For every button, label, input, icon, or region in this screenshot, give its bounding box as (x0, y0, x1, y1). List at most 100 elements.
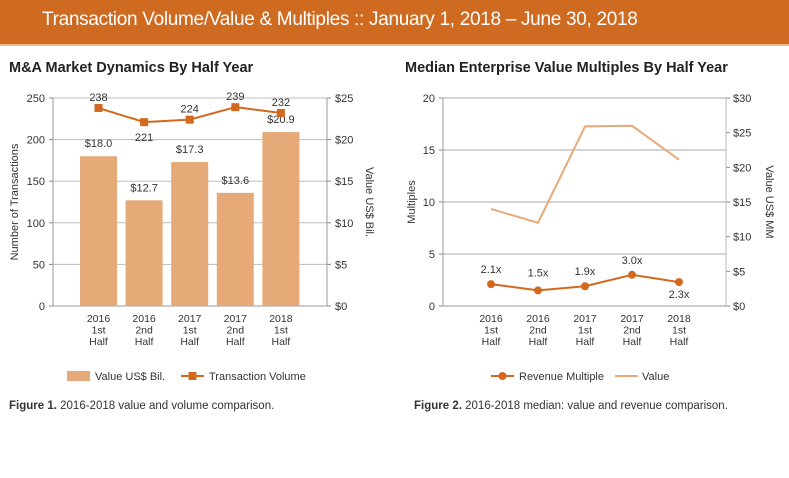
volume-data-label: 238 (89, 92, 107, 104)
y2-tick-label: $30 (733, 93, 751, 105)
bar-data-label: $13.6 (222, 175, 250, 187)
x-tick-label: 1st (183, 325, 197, 337)
y-tick-label: 0 (429, 301, 435, 313)
bar (262, 132, 300, 306)
x-tick-label: Half (89, 336, 108, 348)
x-tick-label: 2018 (667, 313, 691, 325)
x-tick-label: 2016 (87, 313, 111, 325)
y-tick-label: 10 (423, 197, 435, 209)
x-tick-label: 2nd (135, 325, 153, 337)
volume-data-label: 232 (272, 97, 290, 109)
y2-tick-label: $5 (733, 266, 745, 278)
chart1-svg: 0 50 100 150 200 250 $0 $5 $10 $15 $20 $25 $18.0 $12.… (9, 91, 375, 383)
volume-marker (231, 103, 240, 112)
y-axis-title: Multiples (406, 180, 418, 224)
revenue-multiple-data-label: 1.5x (528, 267, 549, 279)
y2-tick-label: $0 (733, 301, 745, 313)
revenue-multiple-data-label: 2.3x (669, 289, 690, 301)
header-banner: Transaction Volume/Value & Multiples :: … (0, 0, 789, 46)
y2-tick-label: $5 (335, 259, 347, 271)
x-tick-label: Half (226, 336, 245, 348)
x-tick-label: 2017 (178, 313, 202, 325)
legend-swatch-bar (67, 371, 90, 381)
x-tick-label: Half (529, 336, 548, 348)
chart2-svg: 0 5 10 15 20 $0 $5 $10 $15 $20 $25 $30 2.1x 1.5x 1.9x 3… (406, 93, 775, 383)
y2-tick-label: $20 (733, 162, 751, 174)
x-tick-label: 2nd (227, 325, 245, 337)
volume-data-label: 221 (135, 132, 153, 144)
legend-label-revenue-multiple: Revenue Multiple (519, 371, 604, 383)
volume-data-label: 239 (226, 91, 244, 103)
y-tick-label: 150 (27, 176, 45, 188)
y2-tick-label: $20 (335, 135, 353, 147)
x-tick-label: 2017 (224, 313, 248, 325)
legend-label-value: Value (642, 371, 669, 383)
y2-tick-label: $15 (335, 176, 353, 188)
bar-data-label: $17.3 (176, 144, 204, 156)
x-tick-label: Half (482, 336, 501, 348)
y-tick-label: 100 (27, 218, 45, 230)
volume-marker (94, 103, 103, 112)
figure1-caption-label: Figure 1. (9, 400, 57, 412)
revenue-multiple-marker (487, 280, 495, 289)
chart1-title: M&A Market Dynamics By Half Year (9, 60, 254, 76)
x-tick-label: 2017 (620, 313, 644, 325)
y-tick-label: 50 (33, 259, 45, 271)
revenue-multiple-marker (581, 282, 589, 291)
x-tick-label: 1st (91, 325, 105, 337)
figure2-caption-label: Figure 2. (414, 400, 462, 412)
revenue-multiple-marker (628, 270, 636, 279)
bar-data-label: $20.9 (267, 114, 295, 126)
revenue-multiple-data-label: 3.0x (622, 255, 643, 267)
legend-label-value: Value US$ Bil. (95, 371, 165, 383)
y2-tick-label: $25 (335, 93, 353, 105)
x-tick-label: Half (576, 336, 595, 348)
volume-data-label: 224 (181, 104, 199, 116)
x-tick-label: 2016 (132, 313, 156, 325)
x-tick-label: 2018 (269, 313, 293, 325)
bar (216, 192, 254, 306)
value-line (490, 124, 680, 224)
figure1-caption: Figure 1. 2016-2018 value and volume com… (9, 400, 274, 412)
legend-label-volume: Transaction Volume (209, 371, 306, 383)
revenue-multiple-marker (675, 278, 683, 287)
bar-data-label: $18.0 (85, 138, 113, 150)
x-tick-label: 1st (578, 325, 592, 337)
x-tick-label: Half (180, 336, 199, 348)
y-tick-label: 200 (27, 135, 45, 147)
bar (80, 156, 117, 306)
x-tick-label: 2016 (479, 313, 503, 325)
y2-tick-label: $10 (733, 232, 751, 244)
y2-tick-label: $0 (335, 301, 347, 313)
x-tick-label: Half (135, 336, 154, 348)
y2-tick-label: $10 (335, 218, 353, 230)
x-tick-label: Half (670, 336, 689, 348)
revenue-multiple-marker (534, 286, 542, 295)
volume-marker (140, 118, 149, 127)
x-tick-label: 1st (484, 325, 498, 337)
x-tick-label: 1st (274, 325, 288, 337)
x-tick-label: 2016 (526, 313, 550, 325)
volume-marker (185, 115, 194, 124)
x-tick-label: 2nd (529, 325, 547, 337)
y2-tick-label: $25 (733, 128, 751, 140)
y-tick-label: 5 (429, 249, 435, 261)
y2-axis-title: Value US$ Bil. (363, 167, 375, 237)
legend-swatch-marker (498, 372, 507, 380)
y-tick-label: 20 (423, 93, 435, 105)
revenue-multiple-data-label: 1.9x (575, 266, 596, 278)
volume-marker (276, 108, 285, 117)
x-tick-label: Half (272, 336, 291, 348)
y2-tick-label: $15 (733, 197, 751, 209)
y-axis-title: Number of Transactions (9, 143, 21, 260)
chart2-title: Median Enterprise Value Multiples By Hal… (405, 60, 728, 76)
revenue-multiple-data-label: 2.1x (481, 264, 502, 276)
figure2-caption: Figure 2. 2016-2018 median: value and re… (414, 400, 728, 412)
bar (171, 162, 209, 306)
figure1-caption-text: 2016-2018 value and volume comparison. (56, 400, 275, 412)
x-tick-label: Half (623, 336, 642, 348)
bar (125, 200, 163, 306)
legend-swatch-marker (188, 372, 197, 380)
x-tick-label: 1st (672, 325, 686, 337)
figure2-caption-text: 2016-2018 median: value and revenue comp… (461, 400, 728, 412)
